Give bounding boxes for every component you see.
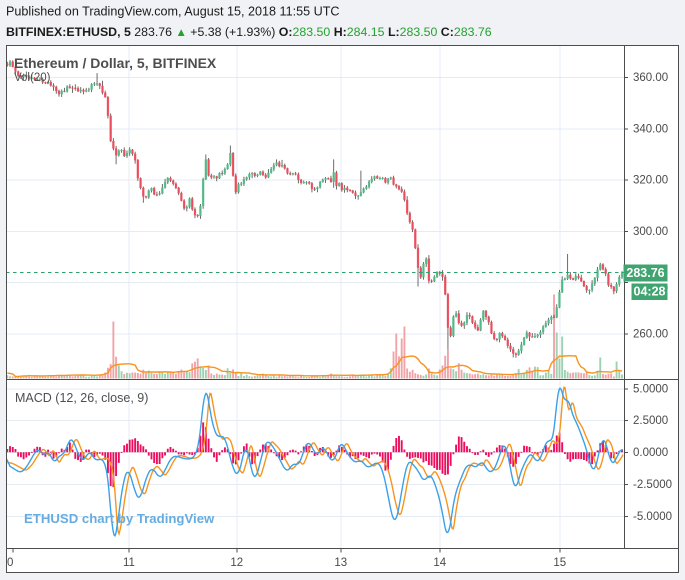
svg-text:-5.0000: -5.0000	[633, 511, 672, 523]
svg-text:13: 13	[334, 557, 347, 569]
svg-text:0: 0	[7, 557, 13, 569]
svg-text:320.00: 320.00	[633, 175, 668, 187]
svg-text:360.00: 360.00	[633, 72, 668, 84]
svg-text:11: 11	[123, 557, 135, 569]
svg-text:BITFINEX:ETHUSD, 5 283.76 ▲ +5: BITFINEX:ETHUSD, 5 283.76 ▲ +5.38 (+1.93…	[6, 25, 492, 39]
svg-text:Ethereum / Dollar, 5, BITFINEX: Ethereum / Dollar, 5, BITFINEX	[14, 55, 217, 71]
svg-text:Vol(20): Vol(20)	[14, 72, 51, 84]
svg-text:MACD (12, 26, close, 9): MACD (12, 26, close, 9)	[15, 391, 148, 405]
svg-text:ETHUSD chart by TradingView: ETHUSD chart by TradingView	[24, 511, 215, 526]
svg-text:300.00: 300.00	[633, 226, 668, 238]
svg-text:260.00: 260.00	[633, 329, 668, 341]
svg-text:14: 14	[433, 557, 446, 569]
svg-text:Published on TradingView.com,: Published on TradingView.com, August 15,…	[6, 5, 339, 19]
svg-text:-2.5000: -2.5000	[633, 479, 672, 491]
svg-text:12: 12	[230, 557, 243, 569]
svg-text:15: 15	[553, 557, 566, 569]
svg-text:0.0000: 0.0000	[633, 447, 668, 459]
svg-text:04:28: 04:28	[634, 285, 666, 299]
svg-text:5.0000: 5.0000	[633, 383, 668, 395]
svg-text:340.00: 340.00	[633, 123, 668, 135]
svg-text:283.76: 283.76	[626, 266, 664, 280]
svg-text:2.5000: 2.5000	[633, 415, 668, 427]
